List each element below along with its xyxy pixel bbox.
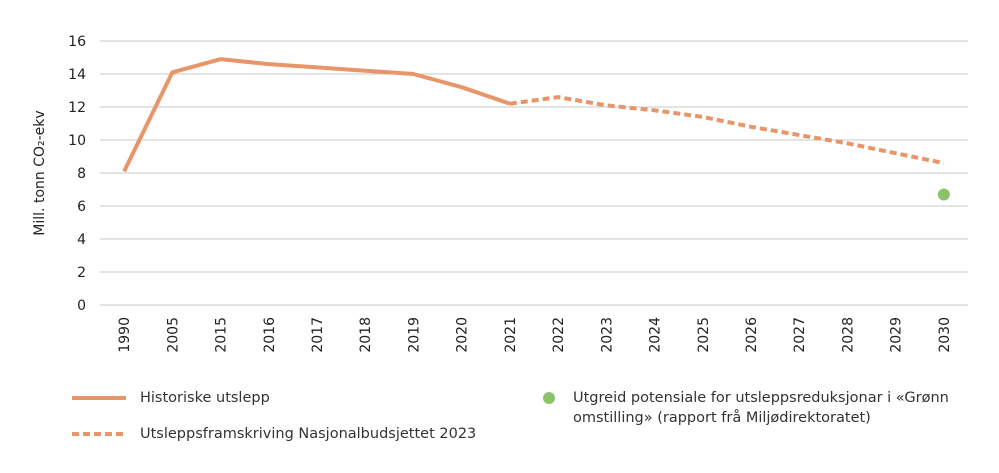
- series-line-1: [509, 95, 945, 166]
- x-tick-label: 2005: [165, 317, 181, 353]
- y-axis-label: Mill. tonn CO₂-ekv: [32, 110, 48, 235]
- x-tick-label: 1990: [117, 317, 133, 353]
- x-tick-label: 2023: [599, 317, 615, 353]
- x-tick-label: 2025: [696, 317, 712, 353]
- y-tick-label: 14: [68, 67, 86, 83]
- y-tick-label: 4: [77, 232, 86, 248]
- y-tick-label: 8: [77, 166, 86, 182]
- x-tick-label: 2015: [214, 317, 230, 353]
- legend-label: Utsleppsframskriving Nasjonalbudsjettet …: [140, 426, 477, 442]
- x-tick-label: 2028: [840, 317, 856, 353]
- y-tick-label: 16: [68, 34, 86, 50]
- legend-item-historical: Historiske utslepp: [72, 388, 270, 408]
- x-tick-label: 2027: [792, 317, 808, 353]
- chart-plot: 0 2 4 6 8 10 12 14 16 1990 2005 2015 2016 2017 2018 20…: [32, 34, 968, 353]
- legend-solid-line-icon: [72, 396, 126, 400]
- legend-label: Historiske utslepp: [140, 390, 270, 406]
- x-tick-label: 2017: [310, 317, 326, 353]
- legend-item-potential: Utgreid potensiale for utsleppsreduksjon…: [542, 388, 972, 428]
- x-tick-label: 2019: [406, 317, 422, 353]
- x-tick-label: 2018: [358, 317, 374, 353]
- x-tick-label: 2020: [455, 317, 471, 353]
- x-tick-label: 2022: [551, 317, 567, 353]
- x-tick-label: 2030: [937, 317, 953, 353]
- y-tick-label: 10: [68, 133, 86, 149]
- legend-dashed-line-icon: [72, 432, 126, 436]
- x-tick-label: 2021: [503, 317, 519, 353]
- legend-dot-icon: [543, 392, 555, 404]
- x-tick-label: 2016: [262, 317, 278, 353]
- y-tick-label: 2: [77, 265, 86, 281]
- x-tick-label: 2024: [648, 317, 664, 353]
- legend-item-projection: Utsleppsframskriving Nasjonalbudsjettet …: [72, 424, 476, 444]
- x-tick-label: 2026: [744, 317, 760, 353]
- y-tick-label: 6: [77, 199, 86, 215]
- y-tick-label: 12: [68, 100, 86, 116]
- x-tick-label: 2029: [889, 317, 905, 353]
- y-tick-label: 0: [77, 298, 86, 314]
- data-point: [937, 188, 950, 201]
- legend-label: Utgreid potensiale for utsleppsreduksjon…: [573, 390, 949, 426]
- series-line-0: [122, 57, 511, 173]
